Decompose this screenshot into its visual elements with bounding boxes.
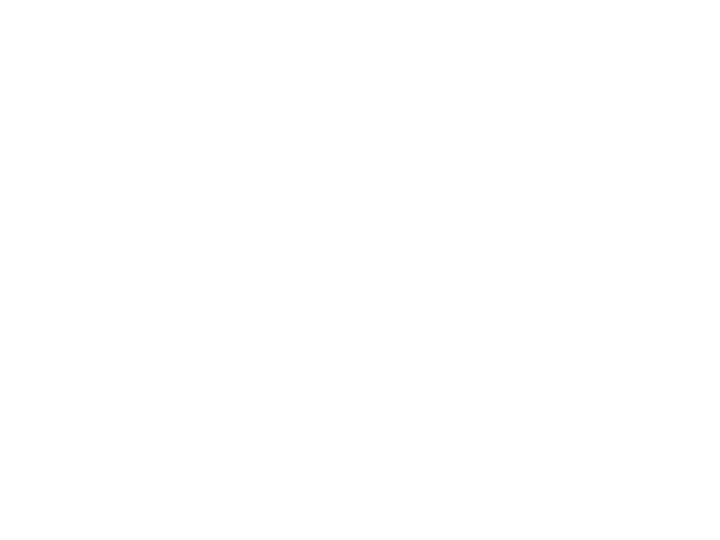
Text: bit n-2: bit n-2 <box>253 208 287 218</box>
Text: e.g. -9: e.g. -9 <box>294 470 346 485</box>
Text: bit 0: bit 0 <box>523 208 547 218</box>
Text: KFUPM: KFUPM <box>338 511 382 524</box>
Text: n storage elements; each element: n storage elements; each element <box>178 316 430 331</box>
Text: An: An <box>61 418 85 434</box>
Text: •: • <box>40 470 48 485</box>
Bar <box>166 192 562 235</box>
Text: //: // <box>269 176 278 189</box>
Text: •: • <box>40 367 48 382</box>
Text: or +9 are signed numbers. 9 is an unsigned number: or +9 are signed numbers. 9 is an unsign… <box>65 492 449 508</box>
Text: · · · · · ·: · · · · · · <box>333 208 366 218</box>
Text: Registers have fixed size =: Registers have fixed size = <box>61 316 265 331</box>
Text: •: • <box>40 418 48 434</box>
Text: signed: signed <box>212 470 267 485</box>
Text: bit 1: bit 1 <box>472 208 495 218</box>
Text: •: • <box>40 265 48 280</box>
Text: //: // <box>269 238 278 251</box>
Text: •: • <box>40 316 48 331</box>
Text: Digital computers store numbers in a special electronic device: Digital computers store numbers in a spe… <box>61 265 521 280</box>
Text: Numbers stored in a register can be: Numbers stored in a register can be <box>61 470 330 485</box>
Text: registers: registers <box>132 287 206 302</box>
Text: =4, distinct values = 16 {0000, 0001, ….., 1111}: =4, distinct values = 16 {0000, 0001, ….… <box>69 441 433 456</box>
Text: n: n <box>228 406 235 416</box>
Text: -bit register can represent one of 2: -bit register can represent one of 2 <box>78 418 335 434</box>
Text: n: n <box>65 441 74 456</box>
Text: Machine representation of: Machine representation of <box>43 30 479 58</box>
Text: unsigned: unsigned <box>256 470 333 485</box>
Text: The register size is typically a power of 2. e.g. 2, 4, 8, 16,…: The register size is typically a power o… <box>61 367 497 382</box>
Text: numbers: numbers <box>43 57 187 85</box>
Text: n: n <box>73 418 83 434</box>
Text: distinct values e.g. for: distinct values e.g. for <box>231 418 400 434</box>
Text: (memory) called: (memory) called <box>65 287 190 302</box>
Text: or: or <box>240 470 264 485</box>
Text: holds 0 or 1: holds 0 or 1 <box>65 339 151 354</box>
Text: bit n-1: bit n-1 <box>184 208 217 218</box>
Text: MSB: MSB <box>188 137 212 147</box>
Text: LSB: LSB <box>525 137 546 147</box>
Text: bit 2: bit 2 <box>415 208 438 218</box>
